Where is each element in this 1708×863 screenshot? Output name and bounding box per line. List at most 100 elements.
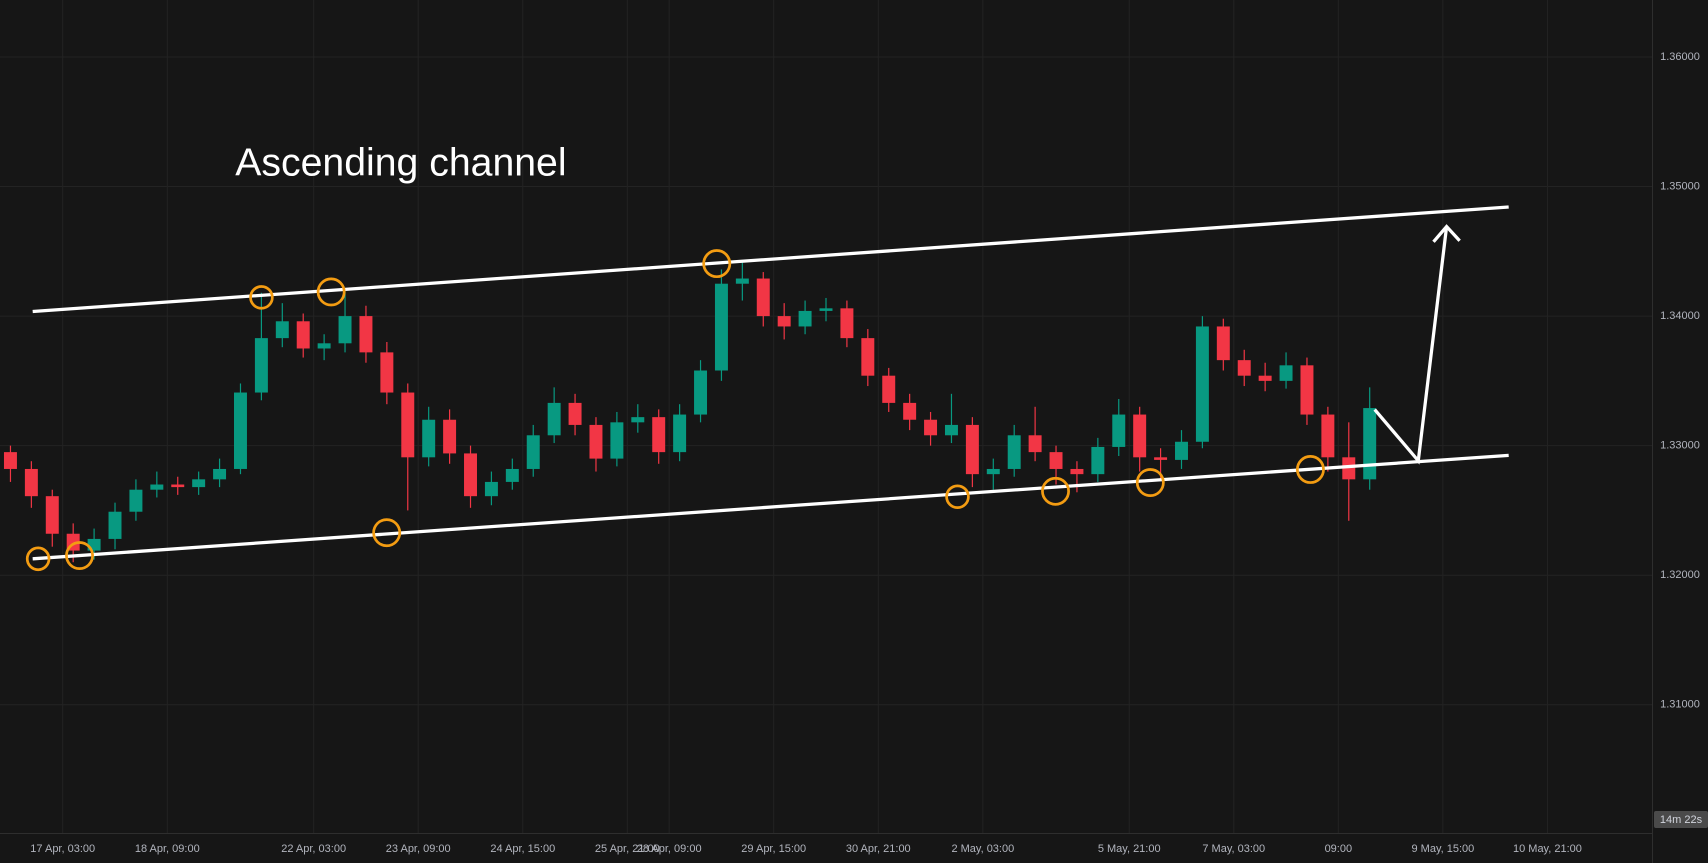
candle-body [798,310,812,327]
x-tick-label: 18 Apr, 09:00 [135,843,200,855]
candle-body [1049,452,1063,469]
candle-body [965,424,979,475]
touch-circle [1041,476,1070,506]
candle-body [589,424,603,459]
candle-body [819,308,833,311]
candle-body [192,479,206,488]
x-tick-label: 7 May, 03:00 [1202,843,1265,855]
grid [0,0,1652,833]
countdown-box [1654,811,1708,828]
candle-body [526,435,540,469]
touch-circle [945,484,970,509]
candle-body [840,308,854,339]
x-tick-label: 9 May, 15:00 [1411,843,1474,855]
candle-body [24,468,38,497]
x-tick-label: 10 May, 21:00 [1513,843,1582,855]
candle-body [1237,360,1251,376]
candle-body [505,468,519,482]
candle-body [1112,414,1126,447]
y-tick-label: 1.32000 [1660,569,1700,581]
candles [3,261,1377,563]
candle-body [150,484,164,490]
candle-body [777,316,791,327]
touch-circle [316,277,346,307]
candle-body [882,375,896,403]
candle-body [129,489,143,512]
x-tick-label: 30 Apr, 21:00 [846,843,911,855]
candle-body [1175,441,1188,460]
projection-arrow [1373,226,1449,465]
candle-body [610,422,624,459]
y-tick-label: 1.34000 [1660,310,1700,322]
touch-circle [372,518,402,548]
channel-upper-line [32,205,1509,314]
candle-body [673,414,687,453]
touch-circle [65,541,94,570]
candle-body [108,511,122,539]
candle-body [317,343,331,349]
candle-body [714,283,728,371]
candle-body [735,278,749,284]
candle-body [484,481,498,497]
candle-body [1342,457,1356,480]
candle-body [87,538,101,551]
candle-body [631,417,645,423]
candle-body [213,468,227,480]
touch-circle [25,546,51,572]
annotation-title: Ascending channel [235,141,566,184]
touch-circle [249,285,274,310]
x-tick-label: 29 Apr, 15:00 [741,843,806,855]
candle-body [1363,408,1377,480]
candle-body [1070,468,1084,475]
x-tick-label: 5 May, 21:00 [1098,843,1161,855]
y-tick-label: 1.35000 [1660,180,1700,192]
candle-body [1154,457,1168,460]
drawings: Ascending channel [25,141,1509,572]
x-tick-label: 17 Apr, 03:00 [30,843,95,855]
touch-circle [702,249,732,279]
candle-body [1216,326,1230,361]
candle-body [861,338,875,376]
candle-body [359,316,373,353]
candle-body [756,278,770,317]
x-tick-label: 28 Apr, 09:00 [637,843,702,855]
candle-body [171,484,185,488]
candle-body [924,419,938,436]
x-tick-label: 24 Apr, 15:00 [490,843,555,855]
y-tick-label: 1.33000 [1660,440,1700,452]
arrow-head [1432,224,1461,243]
axes: 1.31000 1.32000 1.33000 1.34000 1.35000 1.360… [30,51,1700,855]
x-tick-label: 09:00 [1325,843,1353,855]
x-tick-label: 22 Apr, 03:00 [281,843,346,855]
candle-body [233,392,247,469]
candle-body [401,392,415,458]
touch-circle [1135,468,1165,497]
candle-body [1279,365,1293,381]
candle-body [1133,414,1147,458]
candle-body [3,452,17,469]
x-tick-label: 2 May, 03:00 [951,843,1014,855]
candle-body [1028,435,1042,453]
touch-circle [1295,455,1325,484]
candle-body [1091,446,1105,475]
y-tick-label: 1.31000 [1660,699,1700,711]
x-tick-label: 25 Apr, 21:00 [595,843,660,855]
candle-body [296,321,310,349]
candle-body [1258,375,1272,381]
candle-body [422,419,436,458]
candle-body [1007,435,1021,469]
candle-body [45,496,59,534]
candle-body [338,316,352,344]
channel-lower-line [32,453,1509,561]
countdown-label: 14m 22s [1660,814,1703,826]
candle-body [568,402,582,425]
candle-body [1321,414,1335,458]
candle-body [254,338,268,393]
candle-body [1195,326,1209,442]
candle-body [652,417,666,453]
candle-body [380,352,394,393]
candle-body [944,424,958,436]
